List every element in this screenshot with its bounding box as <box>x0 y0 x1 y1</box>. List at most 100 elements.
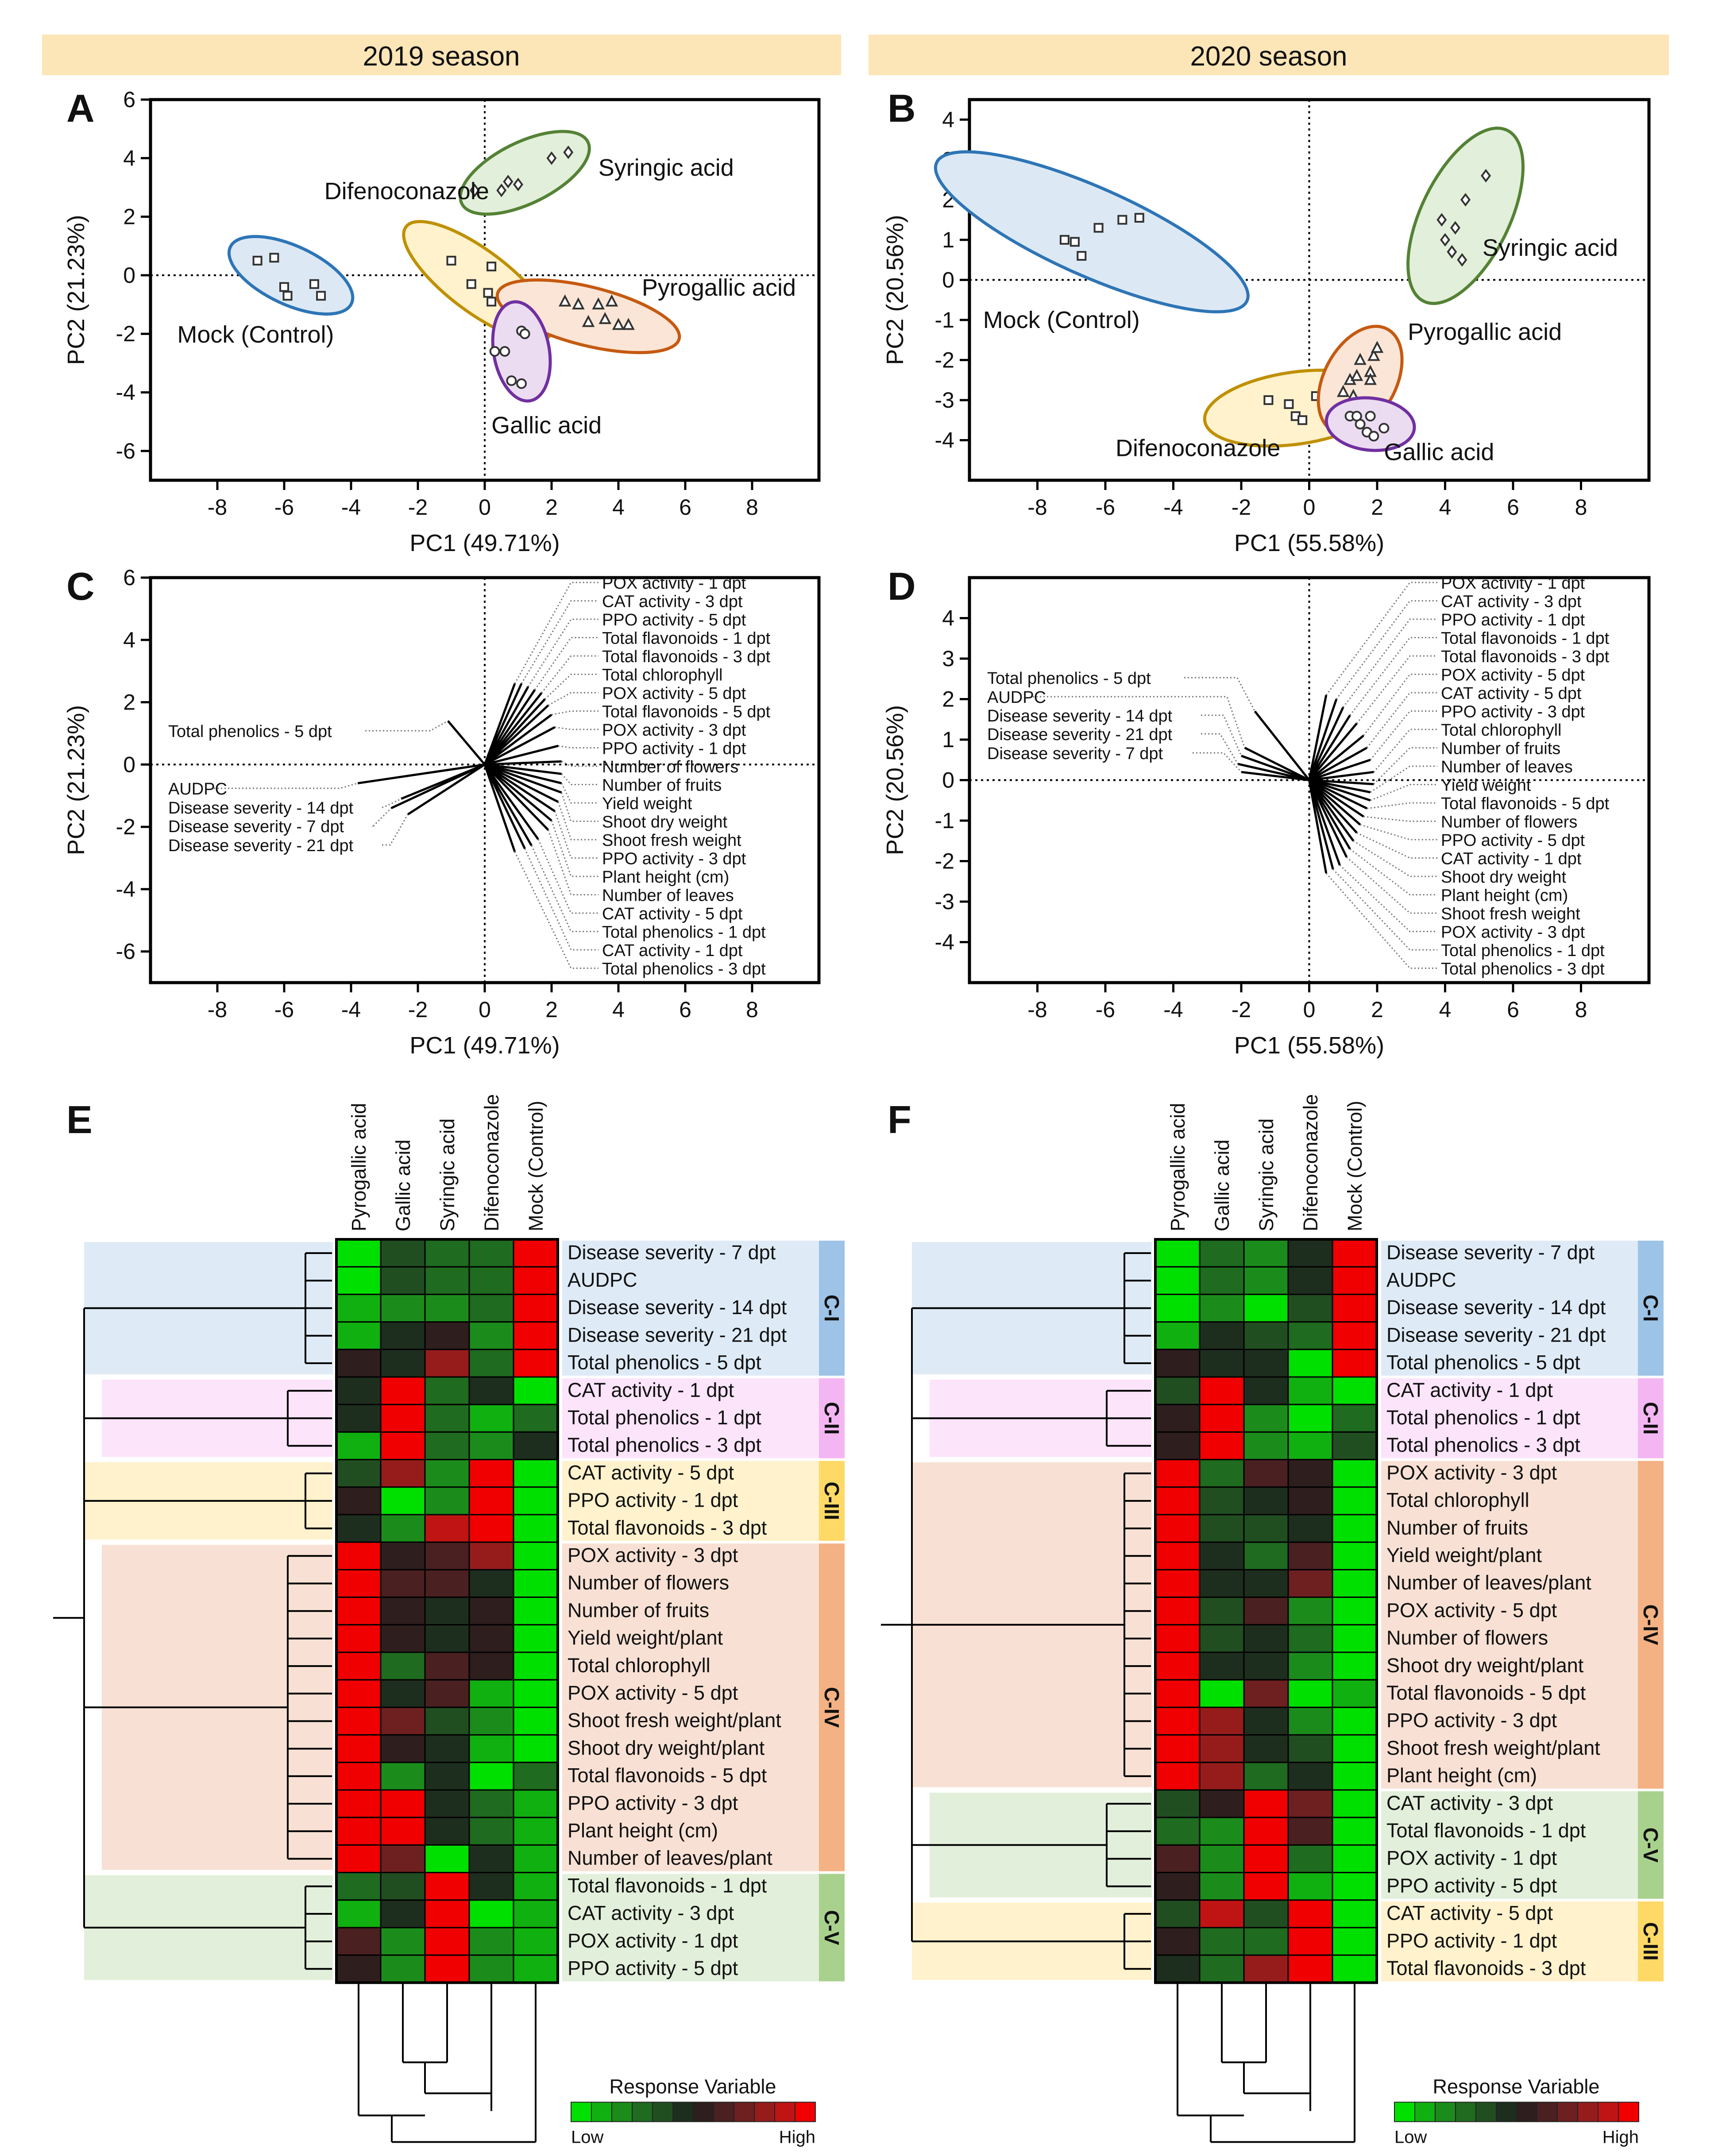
loading-vector <box>483 689 536 765</box>
heatmap-cell <box>1199 1486 1245 1516</box>
y-tick-label: 0 <box>123 752 135 777</box>
x-tick-label: 6 <box>1507 997 1519 1022</box>
x-axis-label: PC1 (55.58%) <box>1234 530 1384 556</box>
loading-vector <box>484 763 562 784</box>
heatmap-cell <box>1287 1954 1333 1983</box>
row-label: Disease severity - 14 dpt <box>568 1296 787 1319</box>
heatmap-cell <box>1154 1651 1201 1681</box>
x-tick-label: -4 <box>1163 997 1183 1022</box>
heatmap-cell <box>1287 1569 1333 1598</box>
heatmap-cell <box>1243 1486 1289 1516</box>
row-label: AUDPC <box>568 1269 637 1291</box>
point-gallic-acid <box>519 328 530 339</box>
heatmap-cell <box>424 1376 470 1405</box>
point-mock-control <box>1077 251 1087 261</box>
leader-line <box>1033 696 1246 748</box>
heatmap-cell <box>424 1514 470 1543</box>
cluster-tag <box>819 1874 845 1982</box>
column-label: Mock (Control) <box>525 1101 547 1231</box>
heatmap-cell <box>1154 1321 1201 1350</box>
cluster-band <box>562 1543 819 1871</box>
heatmap-cell <box>336 1569 382 1598</box>
heatmap-cell <box>380 1597 426 1626</box>
point-gallic-acid <box>1368 431 1379 442</box>
loading-label: Plant height (cm) <box>1441 887 1568 905</box>
point-gallic-acid <box>1351 411 1362 422</box>
point-syringic-acid <box>546 151 557 165</box>
loading-label: Disease severity - 7 dpt <box>987 744 1163 763</box>
leader-line <box>1370 765 1437 793</box>
heatmap-cell <box>468 1321 514 1350</box>
heatmap-cell <box>380 1762 426 1791</box>
y-tick-label: -2 <box>116 814 135 839</box>
heatmap-cell <box>513 1404 559 1433</box>
heatmap-cell <box>424 1651 470 1681</box>
y-tick-label: -4 <box>935 930 954 955</box>
heatmap-cell <box>1243 1954 1289 1983</box>
heatmap-cell <box>468 1266 514 1295</box>
heatmap-cell <box>380 1376 426 1405</box>
heatmap-cell <box>380 1486 426 1516</box>
heatmap-cell <box>380 1266 426 1295</box>
x-tick-label: -6 <box>274 997 294 1022</box>
heatmap-cell <box>1287 1486 1333 1516</box>
heatmap-cell <box>1243 1597 1289 1626</box>
row-label: Total chlorophyll <box>1386 1489 1529 1512</box>
loading-label: Total flavonoids - 5 dpt <box>1441 795 1610 813</box>
heatmap-cell <box>380 1293 426 1323</box>
heatmap-cell <box>380 1927 426 1956</box>
heatmap-cell <box>468 1514 514 1543</box>
loading-vector <box>484 764 559 803</box>
heatmap-cell <box>468 1349 514 1378</box>
legend-low: Low <box>1394 2127 1427 2147</box>
heatmap-cell <box>380 1789 426 1818</box>
heatmap-cell <box>468 1404 514 1433</box>
point-mock-control <box>316 291 326 301</box>
legend-swatch <box>1455 2102 1476 2122</box>
heatmap-cell <box>380 1734 426 1763</box>
heatmap-cell <box>1332 1514 1378 1543</box>
ellipse-syringic-acid <box>459 130 591 216</box>
cluster-label: C-V <box>820 1910 843 1945</box>
heatmap-cell <box>1154 1872 1201 1901</box>
heatmap-cell <box>513 1899 559 1928</box>
leader-line <box>555 726 598 730</box>
heatmap-cell <box>513 1927 559 1956</box>
leader-line <box>554 811 598 859</box>
heatmap-cell <box>513 1459 559 1488</box>
point-pyrogallic-acid <box>1371 340 1384 353</box>
heatmap-cell <box>1287 1651 1333 1681</box>
heatmap-cell <box>336 1486 382 1516</box>
x-tick-label: -6 <box>1096 997 1115 1022</box>
loading-label: Total flavonoids - 1 dpt <box>1441 629 1610 648</box>
legend-swatch <box>632 2102 653 2122</box>
ellipse-gallic-acid <box>1324 396 1416 452</box>
point-pyrogallic-acid <box>558 294 571 307</box>
y-tick-label: -3 <box>935 388 954 413</box>
heatmap-cell <box>380 1404 426 1433</box>
loading-vector <box>484 726 556 766</box>
leader-line <box>371 807 392 827</box>
y-tick-label: 0 <box>942 768 954 793</box>
legend-title: Response Variable <box>610 2075 776 2098</box>
x-tick-label: 4 <box>1439 997 1452 1022</box>
heatmap-cell <box>513 1789 559 1818</box>
y-tick-label: -2 <box>935 347 954 372</box>
heatmap-cell <box>1243 1431 1289 1461</box>
heatmap-cell <box>336 1404 382 1433</box>
loading-vector <box>483 764 526 849</box>
heatmap-cell <box>513 1431 559 1461</box>
point-syringic-acid <box>1450 221 1461 235</box>
heatmap-cell <box>1243 1238 1289 1268</box>
loading-label: Total flavonoids - 1 dpt <box>602 629 771 648</box>
heatmap-2020: C-I C-II C-IV C-V C-III Disease severity - 7 … <box>881 1094 1664 2147</box>
point-gallic-acid <box>1378 423 1390 434</box>
heatmap-cell <box>336 1954 382 1983</box>
heatmap-cell <box>1332 1293 1378 1323</box>
loading-vector <box>484 760 562 766</box>
heatmap-cell <box>513 1349 559 1378</box>
heatmap-cell <box>1154 1954 1201 1983</box>
heatmap-cell <box>336 1431 382 1461</box>
point-pyrogallic-acid <box>582 315 595 327</box>
point-syringic-acid <box>1460 193 1471 207</box>
